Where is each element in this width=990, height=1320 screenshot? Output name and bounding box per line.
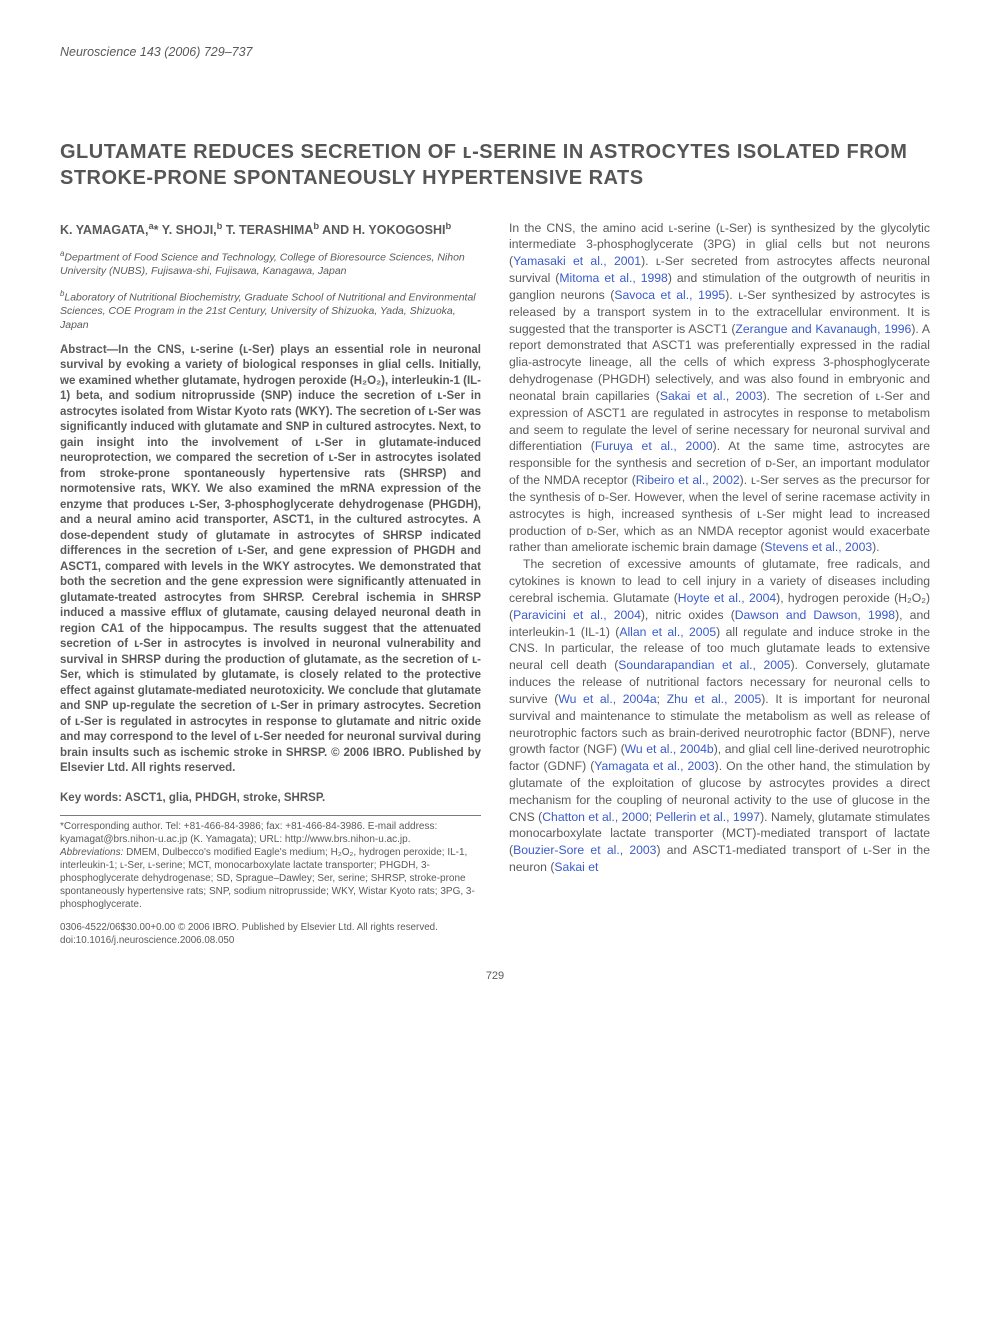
affiliation-b: bLaboratory of Nutritional Biochemistry,… [60, 289, 481, 333]
body-paragraph-2: The secretion of excessive amounts of gl… [509, 556, 930, 876]
corresponding-author-footnote: *Corresponding author. Tel: +81-466-84-3… [60, 820, 481, 846]
authors: K. YAMAGATA,a* Y. SHOJI,b T. TERASHIMAb … [60, 220, 481, 239]
abstract: Abstract—In the CNS, ʟ-serine (ʟ-Ser) pl… [60, 343, 481, 777]
two-column-body: K. YAMAGATA,a* Y. SHOJI,b T. TERASHIMAb … [60, 220, 930, 911]
journal-header: Neuroscience 143 (2006) 729–737 [60, 44, 930, 61]
copyright-line: 0306-4522/06$30.00+0.00 © 2006 IBRO. Pub… [60, 921, 930, 947]
footnote-rule [60, 815, 481, 816]
keywords: Key words: ASCT1, glia, PHDGH, stroke, S… [60, 791, 481, 807]
body-text: In the CNS, the amino acid ʟ-serine (ʟ-S… [509, 220, 930, 876]
abbreviations-footnote: Abbreviations: DMEM, Dulbecco's modified… [60, 846, 481, 911]
affiliation-a: aDepartment of Food Science and Technolo… [60, 249, 481, 279]
article-title: GLUTAMATE REDUCES SECRETION OF ʟ-SERINE … [60, 139, 930, 192]
body-paragraph-1: In the CNS, the amino acid ʟ-serine (ʟ-S… [509, 220, 930, 557]
page-number: 729 [60, 969, 930, 984]
